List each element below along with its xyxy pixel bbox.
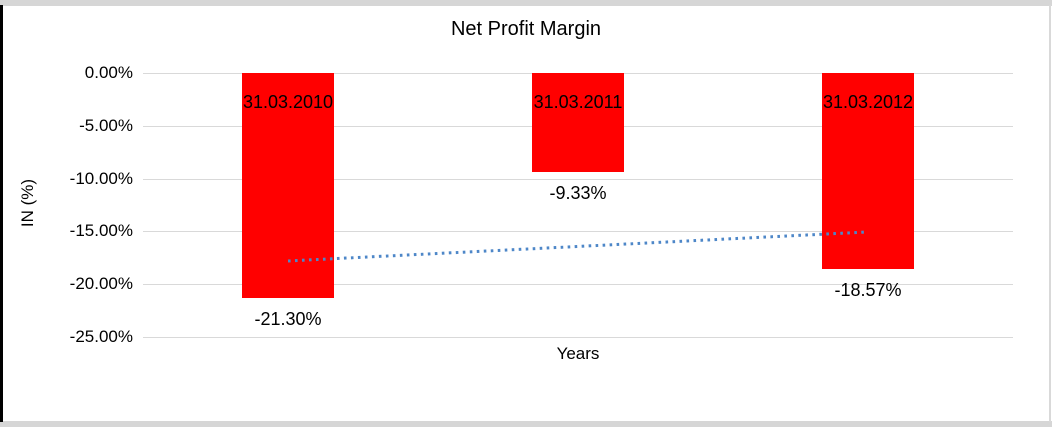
x-axis-title: Years [556,344,600,363]
y-tick-label: 0.00% [84,63,133,82]
bar-31.03.2011 [532,73,624,172]
category-label: 31.03.2010 [242,92,334,112]
gridline [143,337,1013,338]
gridline [143,284,1013,285]
category-label: 31.03.2011 [533,92,623,112]
y-tick-label: -10.00% [69,169,133,188]
top-border [0,0,1052,6]
bottom-border [0,421,1052,427]
y-tick-label: -5.00% [79,116,133,135]
data-label: -21.30% [254,309,322,329]
y-tick-label: -20.00% [69,274,133,293]
left-border [0,5,3,422]
data-label: -9.33% [549,183,607,203]
data-label: -18.57% [834,280,902,300]
category-label: 31.03.2012 [822,92,914,112]
gridline [143,179,1013,180]
trendline-path [287,230,869,263]
right-border [1049,5,1051,422]
y-tick-label: -15.00% [69,221,133,240]
y-tick-label: -25.00% [69,327,133,346]
chart-title: Net Profit Margin [450,18,602,40]
